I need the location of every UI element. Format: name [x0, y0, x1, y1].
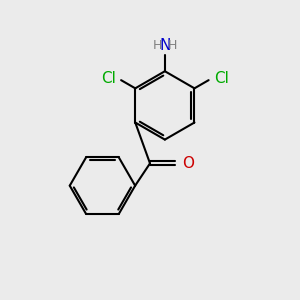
Text: O: O — [182, 156, 194, 171]
Text: H: H — [168, 40, 177, 52]
Text: H: H — [153, 40, 162, 52]
Text: N: N — [159, 38, 170, 53]
Text: Cl: Cl — [214, 71, 229, 86]
Text: Cl: Cl — [101, 71, 116, 86]
